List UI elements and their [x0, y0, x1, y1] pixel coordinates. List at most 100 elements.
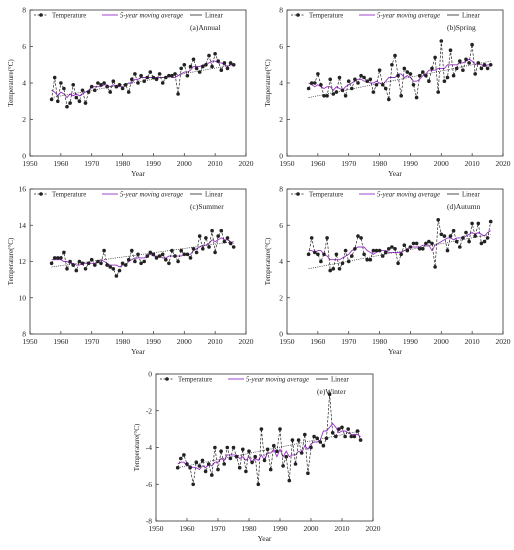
- x-tick-label: 1960: [310, 159, 325, 168]
- temperature-point: [59, 81, 63, 85]
- temperature-point: [396, 261, 400, 266]
- temperature-point: [148, 70, 153, 74]
- temperature-point: [216, 59, 220, 63]
- temperature-point: [203, 469, 208, 474]
- temperature-point: [157, 254, 162, 258]
- x-tick-label: 2020: [496, 159, 511, 168]
- legend-temperature-marker: [165, 377, 169, 381]
- temperature-point: [290, 438, 295, 442]
- temperature-point: [265, 447, 270, 452]
- temperature-point: [108, 265, 112, 269]
- temperature-point: [278, 427, 282, 431]
- temperature-point: [356, 81, 360, 85]
- legend-moving-average-label: 5-year moving average: [377, 191, 440, 198]
- legend: Temperature 5-year moving average Linear: [291, 12, 480, 19]
- temperature-point: [405, 248, 410, 253]
- temperature-point: [334, 434, 338, 439]
- temperature-point: [461, 236, 465, 240]
- temperature-point: [408, 245, 413, 249]
- temperature-point: [216, 234, 220, 238]
- temperature-point: [414, 241, 419, 246]
- temperature-point: [68, 101, 72, 105]
- y-tick-label: -2: [146, 406, 152, 415]
- moving-average-line: [51, 60, 234, 99]
- temperature-point: [448, 48, 453, 52]
- temperature-point: [80, 88, 85, 93]
- x-tick-label: 1990: [403, 337, 418, 346]
- y-tick-label: 12: [19, 257, 27, 266]
- temperature-point: [126, 90, 131, 94]
- temperature-point: [313, 81, 317, 85]
- temperature-point: [114, 274, 119, 278]
- temperature-point: [417, 247, 422, 251]
- temperature-point: [319, 259, 323, 264]
- x-tick-label: 2000: [434, 337, 449, 346]
- temperature-point: [105, 84, 109, 89]
- temperature-point: [340, 425, 344, 430]
- temperature-point: [461, 68, 465, 72]
- temperature-point: [52, 75, 57, 80]
- temperature-point: [52, 256, 57, 260]
- y-tick-label: 8: [279, 6, 283, 15]
- temperature-point: [207, 53, 211, 58]
- legend-temperature-label: Temperature: [52, 191, 86, 198]
- y-tick-label: 4: [22, 79, 26, 88]
- temperature-point: [442, 79, 447, 83]
- temperature-point: [313, 250, 317, 255]
- temperature-point: [123, 83, 128, 87]
- x-tick-label: 1970: [341, 159, 356, 168]
- temperature-point: [201, 247, 205, 251]
- temperature-point: [322, 252, 326, 257]
- temperature-point: [454, 66, 459, 71]
- temperature-point: [387, 97, 391, 102]
- x-tick-label: 1980: [115, 159, 130, 168]
- temperature-point: [319, 83, 323, 87]
- temperature-point: [405, 70, 410, 74]
- temperature-point: [340, 261, 345, 266]
- temperature-point: [365, 257, 370, 262]
- temperature-point: [96, 81, 100, 85]
- temperature-point: [222, 239, 227, 244]
- y-tick-label: 6: [22, 42, 26, 51]
- x-tick-label: 1950: [280, 159, 295, 168]
- temperature-point: [71, 83, 75, 87]
- temperature-point: [355, 429, 360, 433]
- temperature-point: [213, 52, 217, 56]
- temperature-point: [182, 252, 187, 257]
- legend-temperature-label: Temperature: [178, 376, 212, 383]
- temperature-point: [237, 465, 242, 470]
- temperature-point: [105, 263, 109, 267]
- temperature-point: [77, 99, 82, 104]
- temperature-point: [145, 254, 150, 258]
- temperature-point: [272, 443, 276, 448]
- temperature-point: [89, 257, 94, 262]
- legend-moving-average-label: 5-year moving average: [377, 12, 440, 19]
- temperature-point: [160, 81, 165, 85]
- temperature-point: [142, 79, 146, 83]
- temperature-point: [321, 443, 326, 448]
- temperature-point: [309, 236, 314, 240]
- plot-frame: [155, 373, 374, 522]
- temperature-point: [93, 263, 97, 267]
- x-tick-label: 2020: [239, 159, 254, 168]
- x-tick-label: 1970: [341, 337, 356, 346]
- temperature-point: [330, 431, 335, 435]
- temperature-point: [102, 248, 106, 253]
- temperature-point: [179, 248, 183, 253]
- temperature-point: [96, 259, 100, 264]
- x-tick-label: 1950: [23, 159, 38, 168]
- temperature-point: [488, 63, 493, 67]
- temperature-point: [157, 72, 162, 76]
- temperature-point: [328, 77, 333, 82]
- temperature-point: [207, 245, 211, 249]
- temperature-point: [191, 482, 195, 487]
- temperature-point: [334, 90, 339, 94]
- moving-average-line: [308, 230, 491, 261]
- temperature-point: [194, 250, 199, 255]
- temperature-point: [346, 259, 351, 264]
- temperature-point: [436, 218, 441, 222]
- x-tick-label: 2010: [208, 159, 223, 168]
- temperature-point: [179, 66, 183, 71]
- legend-moving-average-label: 5-year moving average: [120, 12, 183, 19]
- temperature-point: [262, 458, 267, 463]
